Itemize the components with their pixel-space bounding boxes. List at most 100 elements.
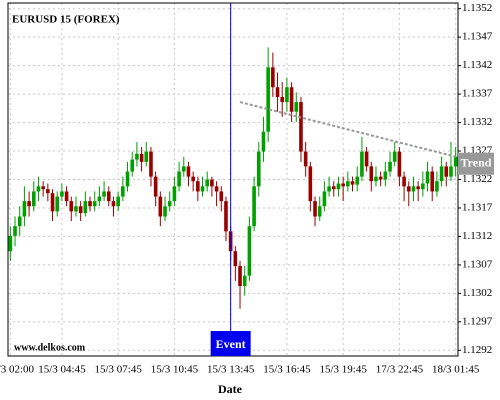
candle-body xyxy=(430,171,435,192)
candle-body xyxy=(289,87,294,112)
y-tick-label: 1.1312 xyxy=(462,230,492,242)
event-label-box xyxy=(210,331,251,356)
candle-body xyxy=(200,186,205,192)
x-tick-label: 17/3 22:45 xyxy=(376,364,424,376)
candle-body xyxy=(266,67,270,132)
candle-body xyxy=(64,191,69,202)
candle-body xyxy=(388,161,392,172)
trend-label-box xyxy=(458,152,494,175)
candle-body xyxy=(149,151,153,177)
event-label: Event xyxy=(216,337,246,351)
candle-body xyxy=(135,153,139,160)
candle-body xyxy=(336,183,341,190)
candle-body xyxy=(153,176,158,197)
candle-body xyxy=(46,189,50,194)
candle-body xyxy=(285,87,289,103)
candle-body xyxy=(74,206,78,212)
x-tick-label: 15/3 16:45 xyxy=(263,364,311,376)
candle-body xyxy=(97,196,102,202)
candle-body xyxy=(256,151,261,187)
x-tick-label: 15/3 07:45 xyxy=(94,364,142,376)
candle-body xyxy=(313,201,317,217)
candle-body xyxy=(88,201,92,207)
candle-body xyxy=(444,166,449,177)
candle-body xyxy=(317,206,322,217)
candle-body xyxy=(346,181,350,187)
candle-body xyxy=(36,186,41,192)
candle-body xyxy=(411,186,416,192)
candle-body xyxy=(55,196,60,212)
candle-body xyxy=(191,176,195,182)
candle-body xyxy=(252,186,256,227)
candle-body xyxy=(69,201,74,212)
candle-body xyxy=(17,216,22,227)
candle-body xyxy=(224,201,228,232)
candle-body xyxy=(27,201,31,207)
candle-body xyxy=(92,201,97,207)
candle-body xyxy=(275,87,280,97)
candle-body xyxy=(327,186,331,192)
y-tick-label: 1.1337 xyxy=(462,88,493,100)
x-tick-label: 15/3 10:45 xyxy=(151,364,199,376)
candle-body xyxy=(78,206,83,214)
candle-body xyxy=(210,179,214,187)
candle-body xyxy=(360,151,364,177)
candle-body xyxy=(261,131,266,152)
candle-body xyxy=(242,275,247,286)
y-tick-label: 1.1342 xyxy=(462,59,492,71)
candle-body xyxy=(416,186,420,190)
candle-body xyxy=(435,181,439,192)
candle-body xyxy=(402,176,406,187)
candle-body xyxy=(303,151,308,167)
candle-body xyxy=(322,191,327,207)
candle-body xyxy=(8,235,13,252)
candle-body xyxy=(163,206,167,217)
candle-body xyxy=(247,226,252,276)
y-tick-label: 1.1307 xyxy=(462,258,493,270)
labels: 1.1292 1.1297 1.1302 1.1307 1.1312 1.1317 1.13… xyxy=(0,2,494,376)
candle-body xyxy=(130,159,135,172)
candle-body xyxy=(364,151,369,167)
y-tick-label: 1.1317 xyxy=(462,201,493,213)
trend-line xyxy=(239,101,456,158)
candle-body xyxy=(41,186,45,190)
candle-body xyxy=(449,166,453,177)
y-tick-label: 1.1297 xyxy=(462,315,493,327)
candle-body xyxy=(158,196,163,217)
candle-body xyxy=(453,156,458,167)
candle-body xyxy=(308,166,313,202)
candle-body xyxy=(219,191,224,202)
candles xyxy=(8,47,458,309)
candle-body xyxy=(238,266,242,286)
candle-body xyxy=(425,171,430,184)
x-tick-label: 15/3 19:45 xyxy=(319,364,367,376)
candle-body xyxy=(294,102,299,112)
candle-body xyxy=(406,186,411,192)
candle-body xyxy=(60,191,64,197)
candle-body xyxy=(139,153,144,162)
candle-body xyxy=(111,201,116,207)
candle-body xyxy=(378,176,383,180)
candle-body xyxy=(383,171,388,180)
y-tick-label: 1.1352 xyxy=(462,2,492,14)
candle-body xyxy=(121,186,125,197)
y-tick-label: 1.1292 xyxy=(462,344,492,356)
candle-body xyxy=(196,181,200,192)
candle-body xyxy=(106,191,111,202)
candle-body xyxy=(421,183,425,190)
candle-body xyxy=(214,186,219,192)
candle-body xyxy=(341,183,345,187)
candle-body xyxy=(83,201,88,214)
candle-body xyxy=(392,151,397,162)
candle-body xyxy=(125,171,130,187)
trend-label: Trend xyxy=(461,155,492,169)
candle-body xyxy=(116,196,120,207)
y-tick-label: 1.1302 xyxy=(462,287,492,299)
candle-body xyxy=(186,166,191,177)
candle-body xyxy=(439,166,444,182)
candle-body xyxy=(350,181,355,185)
candle-body xyxy=(374,176,378,182)
y-tick-label: 1.1332 xyxy=(462,116,492,128)
candle-body xyxy=(205,179,210,187)
x-tick-label: 15/3 02:00 xyxy=(0,364,35,376)
